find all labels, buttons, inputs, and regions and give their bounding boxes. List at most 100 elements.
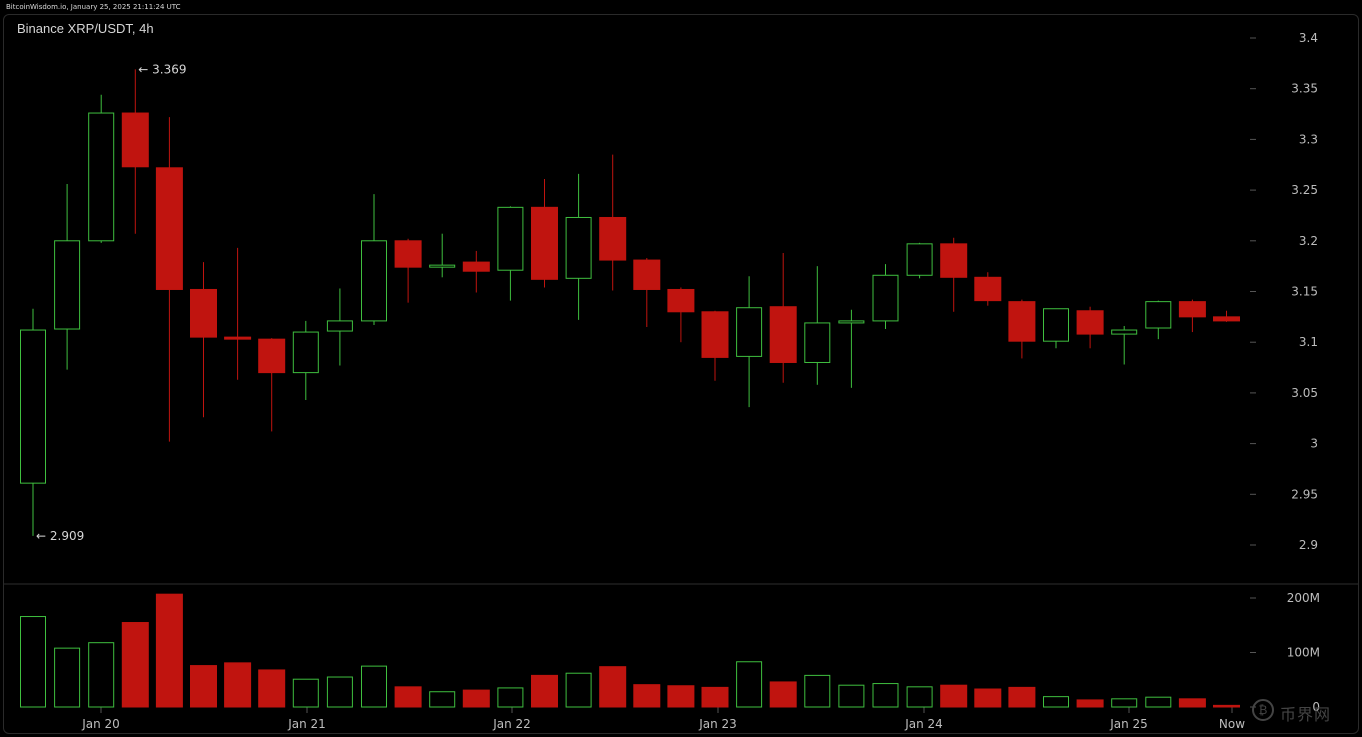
volume-bar-up [326, 676, 353, 708]
candle-body-down [190, 288, 217, 338]
volume-bar-up [429, 691, 456, 708]
low-price-annotation: ← 2.909 [36, 529, 84, 543]
price-tick-label: 3.2 [1299, 234, 1318, 248]
volume-bar-down [190, 665, 217, 708]
x-tick-label: Jan 24 [904, 717, 943, 731]
volume-bar-down [1213, 704, 1240, 708]
volume-bar-up [804, 674, 831, 708]
candle-body-up [838, 320, 865, 324]
volume-bar-up [565, 672, 592, 708]
volume-bar-up [54, 647, 81, 708]
candle-body-down [121, 112, 149, 168]
high-price-annotation: ← 3.369 [138, 62, 186, 76]
candle-body-down [633, 259, 661, 290]
candle-body-up [54, 240, 81, 330]
volume-bar-down [633, 684, 661, 708]
price-tick-label: 3.35 [1291, 82, 1318, 96]
volume-bar-up [361, 665, 387, 708]
volume-bar-down [155, 593, 183, 708]
volume-bar-up [497, 687, 524, 708]
x-tick-label: Jan 23 [698, 717, 737, 731]
volume-tick-label: 100M [1287, 646, 1320, 660]
candle-body-down [155, 167, 183, 290]
price-tick-label: 3.15 [1291, 285, 1318, 299]
candle-body-up [736, 307, 763, 357]
candle-body-down [258, 338, 286, 374]
volume-bar-up [1145, 696, 1172, 708]
candle-body-up [292, 331, 319, 374]
x-tick-label: Jan 22 [492, 717, 531, 731]
price-tick-label: 3.3 [1299, 132, 1318, 146]
candle-body-down [940, 243, 968, 278]
candle-body-up [872, 274, 899, 322]
volume-bar-down [462, 689, 490, 708]
volume-bar-down [1178, 698, 1206, 708]
x-tick-label: Jan 20 [81, 717, 120, 731]
volume-bar-down [769, 681, 797, 708]
candle-body-up [906, 243, 933, 276]
candle-body-down [974, 276, 1002, 302]
candle-body-down [531, 206, 558, 280]
volume-bar-up [872, 683, 899, 708]
volume-bar-down [258, 669, 286, 708]
candle-body-up [1111, 329, 1138, 335]
volume-bar-down [667, 685, 695, 708]
volume-bar-up [736, 661, 763, 708]
candle-body-up [429, 264, 456, 268]
volume-tick-label: 200M [1287, 591, 1320, 605]
candle-body-down [599, 216, 627, 261]
candle-body-down [667, 288, 695, 313]
price-tick-label: 3 [1310, 437, 1318, 451]
chart-title: Binance XRP/USDT, 4h [17, 21, 154, 36]
candle-body-down [224, 336, 252, 340]
candle-body-down [1178, 301, 1206, 318]
volume-tick-label: 0 [1312, 700, 1320, 714]
price-tick-label: 3.25 [1291, 183, 1318, 197]
candle-body-down [394, 240, 422, 268]
source-timestamp: BitcoinWisdom.io, January 25, 2025 21:11… [6, 3, 181, 11]
candle-body-up [326, 320, 353, 332]
candle-body-up [20, 329, 46, 484]
volume-bar-down [394, 686, 422, 708]
top-bar: BitcoinWisdom.io, January 25, 2025 21:11… [0, 0, 1362, 14]
volume-bar-down [224, 662, 252, 708]
volume-bar-down [1008, 686, 1036, 708]
candle-body-down [462, 261, 490, 272]
volume-bar-down [121, 622, 149, 708]
price-tick-label: 2.9 [1299, 538, 1318, 552]
candle-body-down [1213, 316, 1240, 322]
watermark-text: 币界网 [1280, 705, 1332, 724]
candle-body-up [361, 240, 387, 322]
candle-body-up [1043, 308, 1069, 342]
candle-body-down [1076, 310, 1104, 335]
x-tick-label: Jan 25 [1109, 717, 1148, 731]
candle-body-up [497, 206, 524, 271]
volume-bar-down [531, 674, 558, 708]
volume-bar-up [1111, 698, 1138, 708]
price-tick-label: 3.1 [1299, 335, 1318, 349]
volume-bar-up [292, 678, 319, 708]
candle-body-down [701, 311, 729, 358]
volume-bar-down [940, 684, 968, 708]
price-tick-label: 3.05 [1291, 386, 1318, 400]
x-tick-label: Jan 21 [287, 717, 326, 731]
volume-bar-up [906, 686, 933, 708]
candle-body-up [565, 216, 592, 279]
candle-body-down [1008, 301, 1036, 342]
candle-body-up [88, 112, 115, 242]
volume-bar-down [599, 666, 627, 708]
volume-bar-up [838, 684, 865, 708]
price-tick-label: 2.95 [1291, 487, 1318, 501]
candle-body-up [1145, 301, 1172, 329]
volume-bar-down [1076, 699, 1104, 708]
chart-frame [3, 14, 1359, 734]
volume-bar-down [701, 686, 729, 708]
volume-bar-up [20, 616, 46, 708]
candle-body-up [804, 322, 831, 363]
volume-bar-up [1043, 696, 1069, 708]
volume-bar-down [974, 688, 1002, 708]
candle-body-down [769, 306, 797, 363]
volume-bar-up [88, 642, 115, 708]
watermark-coin-icon: ₿ [1252, 699, 1274, 721]
